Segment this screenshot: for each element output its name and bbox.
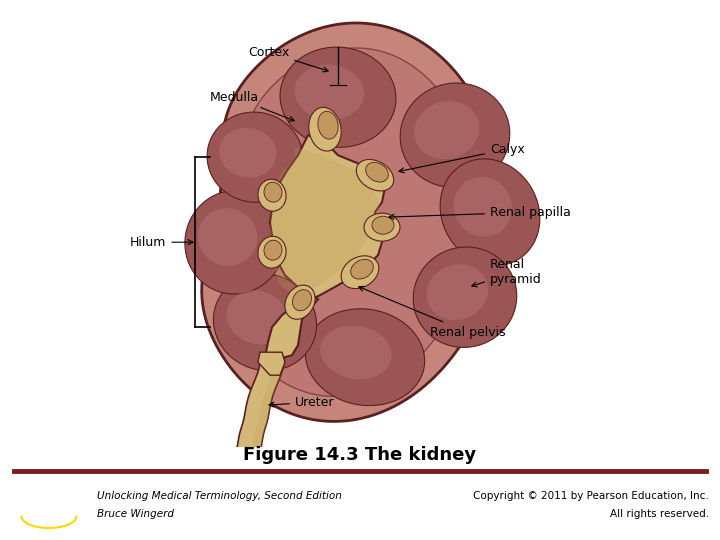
Ellipse shape <box>426 264 488 320</box>
Polygon shape <box>236 357 284 452</box>
Ellipse shape <box>185 190 285 294</box>
Text: All rights reserved.: All rights reserved. <box>610 509 709 519</box>
Text: Hilum: Hilum <box>130 235 193 249</box>
Polygon shape <box>202 23 501 421</box>
Text: Calyx: Calyx <box>399 143 525 173</box>
Text: Cortex: Cortex <box>248 46 328 72</box>
Ellipse shape <box>341 256 379 288</box>
Text: Bruce Wingerd: Bruce Wingerd <box>97 509 174 519</box>
Ellipse shape <box>454 177 512 237</box>
Text: Figure 14.3 The kidney: Figure 14.3 The kidney <box>243 446 477 464</box>
Text: Renal pelvis: Renal pelvis <box>359 286 505 339</box>
Text: Medulla: Medulla <box>210 91 294 121</box>
Polygon shape <box>251 357 284 452</box>
Ellipse shape <box>318 111 338 139</box>
Ellipse shape <box>414 101 480 159</box>
Ellipse shape <box>294 65 364 120</box>
Text: Renal
pyramid: Renal pyramid <box>472 258 541 287</box>
Ellipse shape <box>440 159 540 266</box>
Ellipse shape <box>207 112 303 202</box>
Ellipse shape <box>320 326 392 379</box>
Ellipse shape <box>285 285 315 319</box>
Ellipse shape <box>305 309 425 406</box>
Polygon shape <box>270 147 380 297</box>
Ellipse shape <box>364 213 400 241</box>
Ellipse shape <box>213 274 317 370</box>
Ellipse shape <box>309 107 341 151</box>
Ellipse shape <box>356 159 394 191</box>
Ellipse shape <box>197 208 258 266</box>
Ellipse shape <box>280 47 396 147</box>
Ellipse shape <box>351 259 374 279</box>
Text: Renal papilla: Renal papilla <box>389 206 571 219</box>
Ellipse shape <box>264 182 282 202</box>
Ellipse shape <box>264 240 282 260</box>
Ellipse shape <box>258 237 286 268</box>
Text: PEARSON: PEARSON <box>23 495 75 505</box>
Text: Ureter: Ureter <box>269 396 335 409</box>
Ellipse shape <box>227 291 288 345</box>
Ellipse shape <box>292 289 312 310</box>
Polygon shape <box>258 352 285 375</box>
Ellipse shape <box>413 247 517 347</box>
Text: Unlocking Medical Terminology, Second Edition: Unlocking Medical Terminology, Second Ed… <box>97 491 342 501</box>
Ellipse shape <box>400 83 510 187</box>
Ellipse shape <box>366 163 388 182</box>
Text: Copyright © 2011 by Pearson Education, Inc.: Copyright © 2011 by Pearson Education, I… <box>474 491 709 501</box>
Ellipse shape <box>258 179 286 211</box>
Ellipse shape <box>219 128 276 178</box>
Polygon shape <box>265 135 385 359</box>
Ellipse shape <box>372 216 394 234</box>
Polygon shape <box>225 48 476 396</box>
